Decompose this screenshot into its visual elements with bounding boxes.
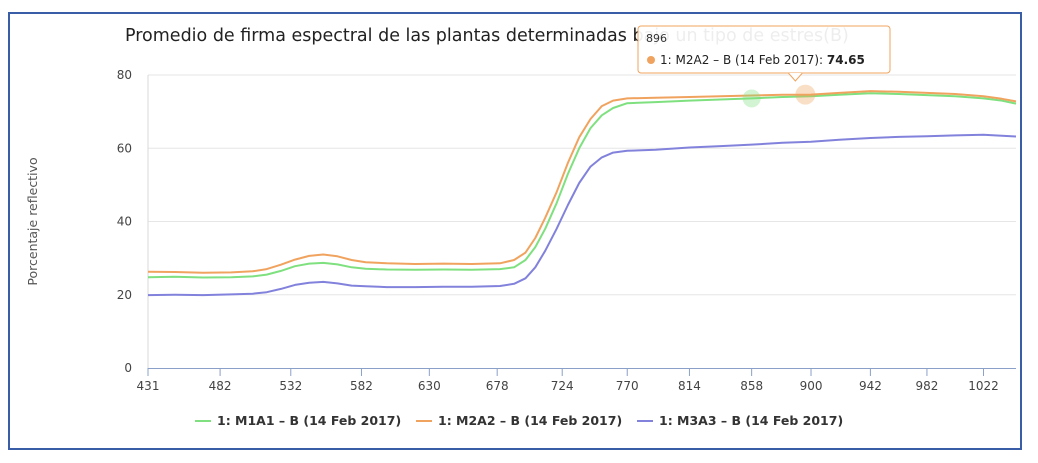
hover-halo xyxy=(742,89,761,108)
y-tick-label: 80 xyxy=(117,68,132,82)
hover-halo xyxy=(795,84,816,105)
tooltip-value: 74.65 xyxy=(827,53,865,67)
y-axis-label: Porcentaje reflectivo xyxy=(25,157,40,285)
tooltip-body: 1: M2A2 – B (14 Feb 2017): 74.65 xyxy=(660,53,865,67)
y-axis: 0 20 40 60 80 xyxy=(117,68,132,375)
x-tick-label: 982 xyxy=(915,379,938,393)
x-tick-label: 532 xyxy=(279,379,302,393)
legend-item-2: 1: M2A2 – B (14 Feb 2017) xyxy=(438,413,622,428)
series-line-2 xyxy=(147,90,1017,274)
x-tick-label: 678 xyxy=(486,379,509,393)
tooltip-header: 896 xyxy=(646,32,667,45)
legend-item-1: 1: M1A1 – B (14 Feb 2017) xyxy=(217,413,401,428)
line-chart: Promedio de firma espectral de las plant… xyxy=(25,25,1017,428)
legend: 1: M1A1 – B (14 Feb 2017) 1: M2A2 – B (14… xyxy=(195,413,843,428)
tooltip: 896 1: M2A2 – B (14 Feb 2017): 74.65 xyxy=(637,25,891,82)
y-tick-label: 60 xyxy=(117,141,132,155)
x-tick-label: 431 xyxy=(137,379,160,393)
y-tick-label: 20 xyxy=(117,288,132,302)
x-tick-label: 482 xyxy=(209,379,232,393)
series-line-1 xyxy=(147,92,1017,279)
y-tick-label: 40 xyxy=(117,215,132,229)
grid-lines xyxy=(147,74,1016,368)
x-tick-label: 630 xyxy=(418,379,441,393)
tooltip-series-label: 1: M2A2 – B (14 Feb 2017): xyxy=(660,53,827,67)
x-tick-label: 942 xyxy=(859,379,882,393)
tooltip-pointer xyxy=(787,72,803,82)
tooltip-box xyxy=(637,25,891,74)
x-tick-label: 724 xyxy=(551,379,574,393)
legend-item-3: 1: M3A3 – B (14 Feb 2017) xyxy=(659,413,843,428)
x-axis: 431 482 532 582 630 678 724 770 814 858 900 942 982 1… xyxy=(137,368,1016,393)
x-tick-label: 1022 xyxy=(968,379,999,393)
x-tick-label: 814 xyxy=(678,379,701,393)
tooltip-series-dot xyxy=(647,56,655,64)
x-tick-label: 900 xyxy=(800,379,823,393)
chart-frame: Promedio de firma espectral de las plant… xyxy=(8,12,1022,450)
hover-markers xyxy=(742,84,816,108)
series-line-3 xyxy=(147,133,1017,297)
x-tick-label: 858 xyxy=(740,379,763,393)
x-tick-label: 582 xyxy=(350,379,373,393)
series-group xyxy=(147,90,1017,297)
y-tick-label: 0 xyxy=(124,361,132,375)
x-tick-label: 770 xyxy=(616,379,639,393)
